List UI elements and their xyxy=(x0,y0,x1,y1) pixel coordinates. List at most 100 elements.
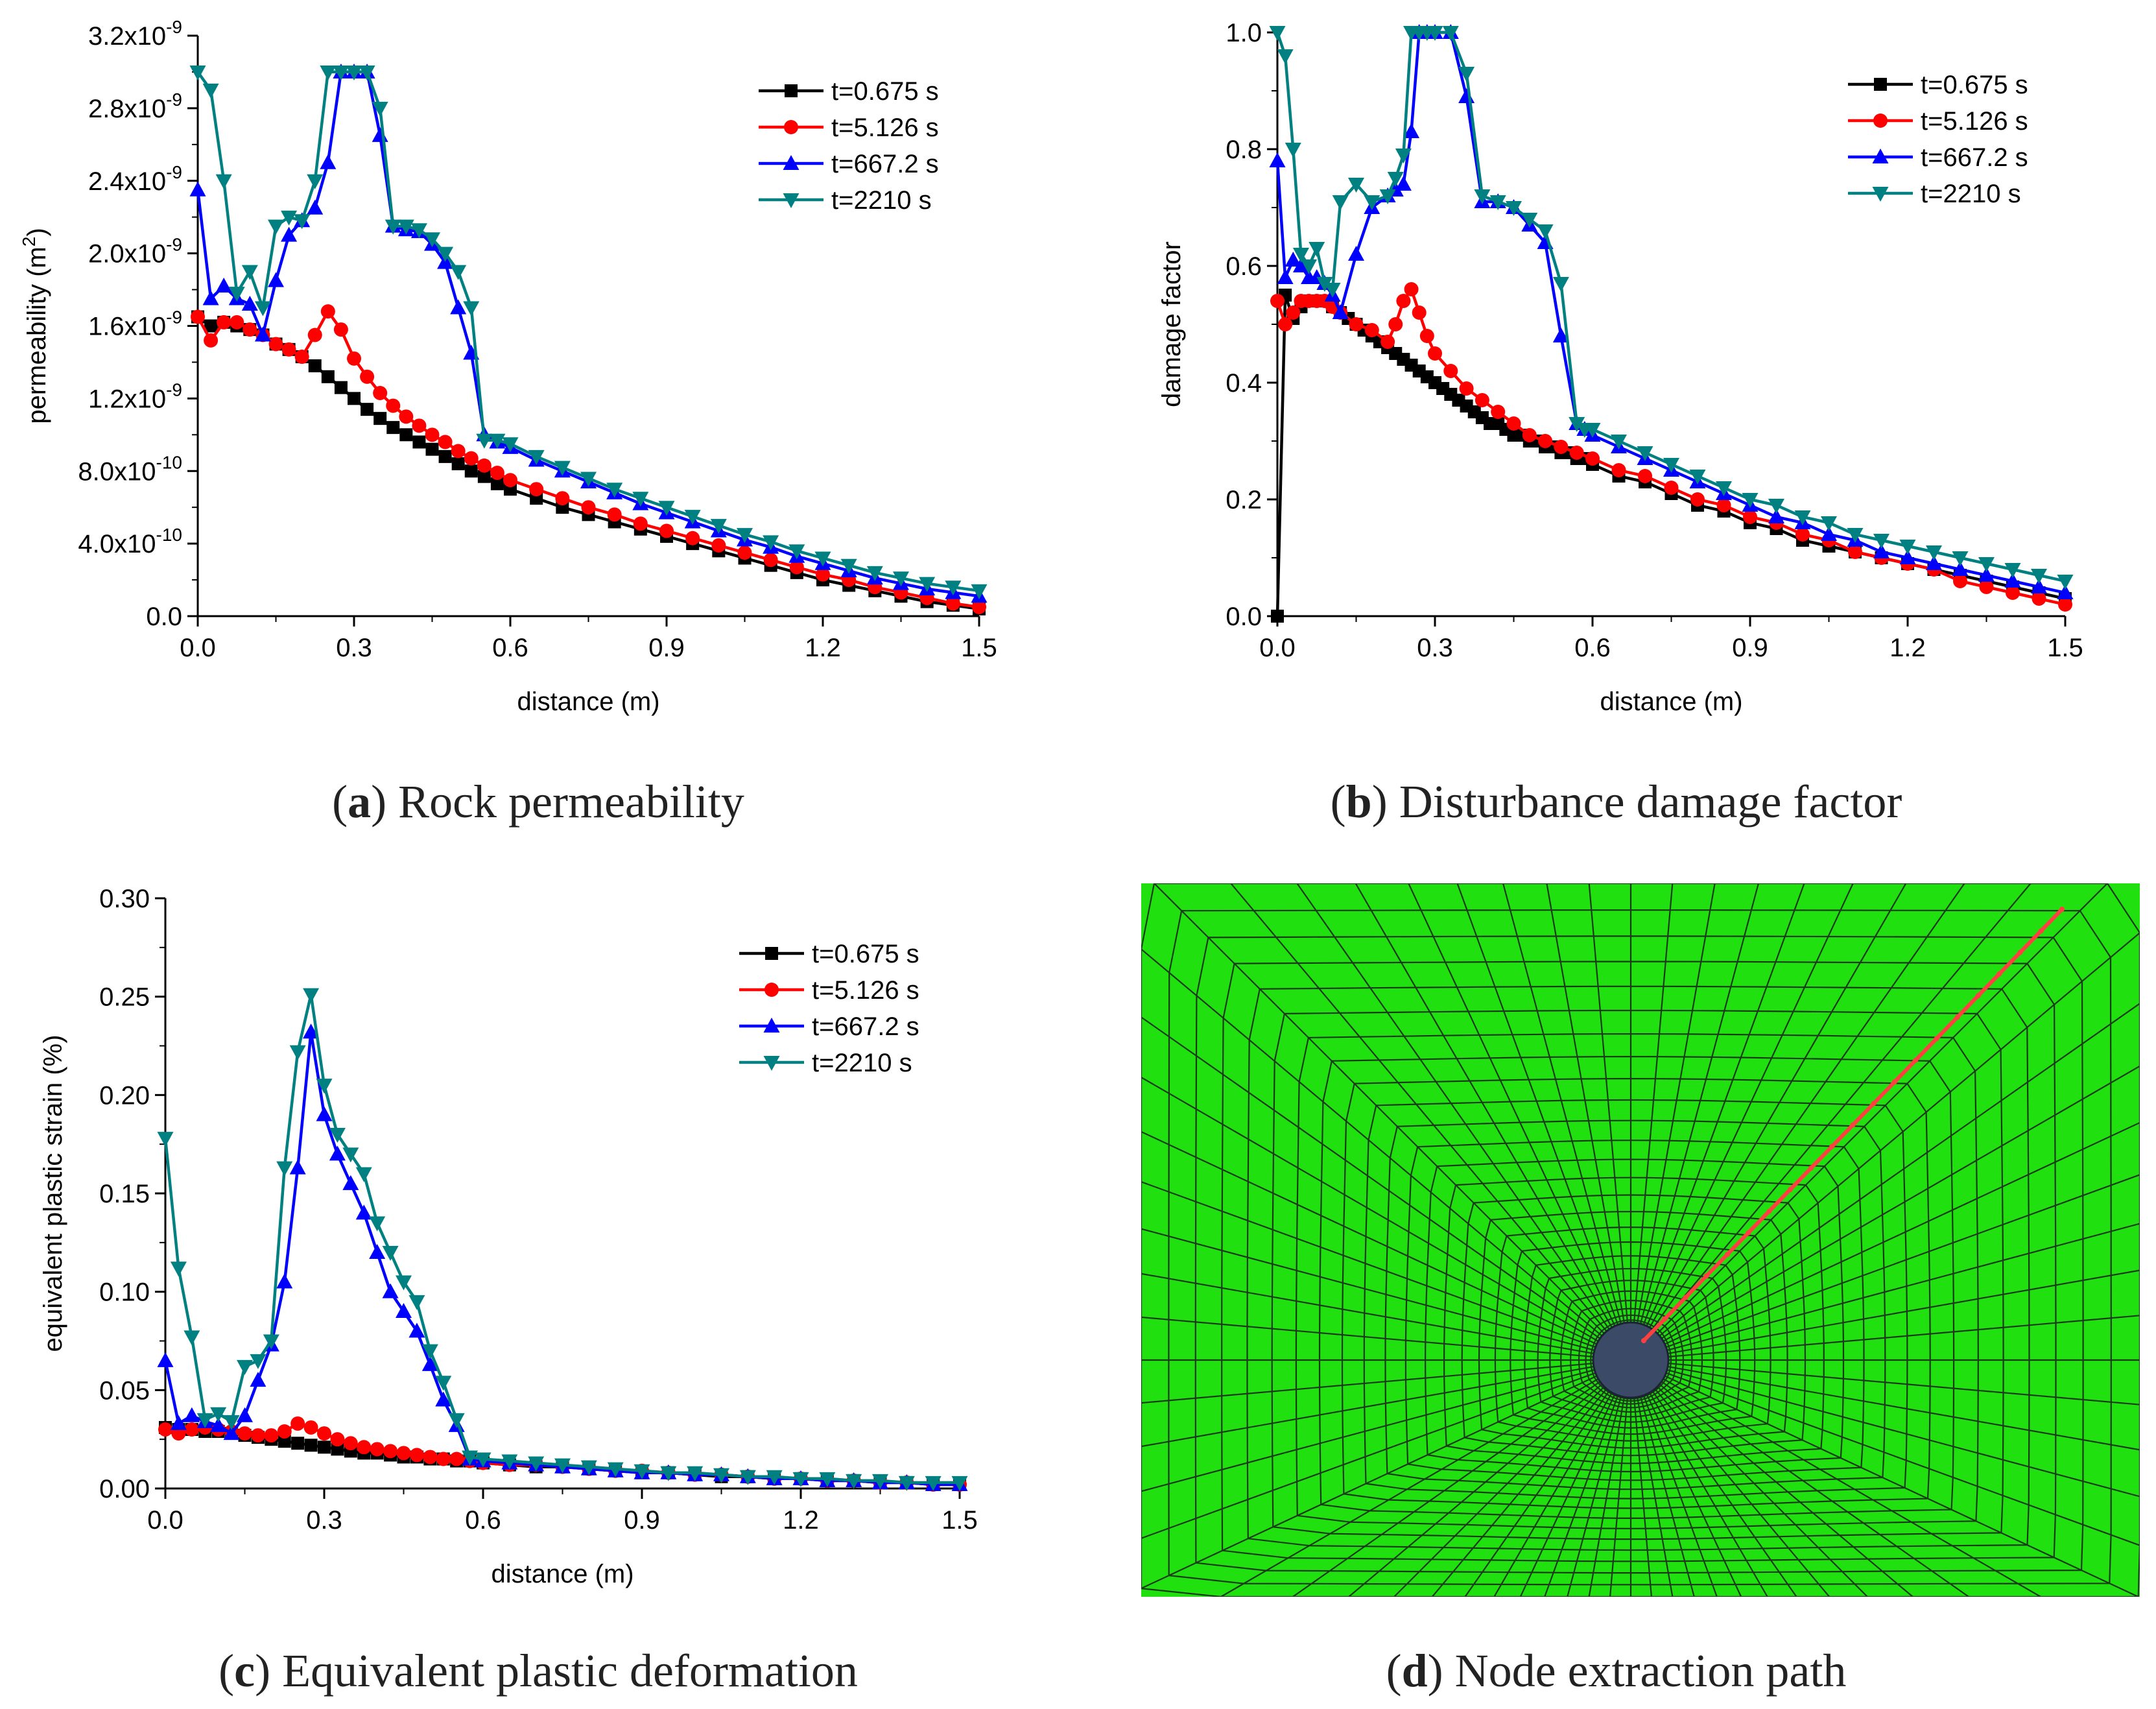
x-axis-label: distance (m) xyxy=(491,1560,634,1588)
mesh-ring xyxy=(1549,1280,1714,1418)
data-point xyxy=(289,1159,306,1175)
mesh-radial-line xyxy=(1639,1396,1695,1597)
data-point xyxy=(1388,317,1403,331)
mesh-radial-line xyxy=(1546,883,1626,1324)
y-tick-label: 0.30 xyxy=(99,885,150,913)
data-point xyxy=(893,571,909,587)
data-point xyxy=(307,174,324,189)
y-axis-label: equivalent plastic strain (%) xyxy=(39,1034,67,1352)
mesh-ring xyxy=(1578,1308,1685,1405)
data-point xyxy=(739,1470,756,1485)
data-point xyxy=(184,1422,199,1437)
mesh-radial-line xyxy=(1464,1390,1610,1597)
data-point xyxy=(1952,551,1969,566)
data-point xyxy=(386,398,401,413)
data-point xyxy=(528,1456,545,1472)
data-point xyxy=(713,1468,729,1483)
data-point xyxy=(189,181,206,197)
data-point xyxy=(1506,201,1522,216)
mesh-ring xyxy=(1295,1033,1979,1529)
data-point xyxy=(607,507,622,522)
data-point xyxy=(1743,510,1757,524)
data-point xyxy=(737,545,752,560)
extraction-node xyxy=(2059,907,2065,912)
mesh-ring xyxy=(1424,1158,1845,1473)
mesh-radial-line xyxy=(1141,1016,1601,1339)
data-point xyxy=(184,1407,200,1422)
data-point xyxy=(230,315,244,329)
mesh-grid xyxy=(1140,882,2141,1598)
data-point xyxy=(316,1079,333,1094)
data-point xyxy=(436,1452,451,1466)
data-point xyxy=(840,558,857,574)
mesh-radial-line xyxy=(1431,1388,1607,1597)
data-point xyxy=(372,126,388,142)
x-tick-label: 0.0 xyxy=(147,1506,184,1535)
data-point xyxy=(685,531,700,545)
data-point xyxy=(788,544,805,560)
mesh-ring xyxy=(1168,909,2112,1586)
data-point xyxy=(580,1460,597,1476)
caption-c: (c) Equivalent plastic deformation xyxy=(219,1645,858,1697)
data-point xyxy=(421,1356,438,1371)
caption-a-letter: a xyxy=(348,776,372,828)
data-point xyxy=(189,65,206,80)
data-point xyxy=(396,1303,412,1318)
caption-c-text: Equivalent plastic deformation xyxy=(282,1645,858,1697)
data-point xyxy=(294,214,311,230)
legend-label: t=0.675 s xyxy=(831,77,939,106)
mesh-ring xyxy=(1461,1194,1807,1457)
data-point xyxy=(463,301,480,317)
data-point xyxy=(317,1426,331,1441)
data-point xyxy=(423,1450,438,1464)
y-tick-label: 0.2 xyxy=(1226,486,1262,514)
data-point xyxy=(1552,328,1569,342)
caption-a-text: Rock permeability xyxy=(398,776,744,828)
data-point xyxy=(373,385,388,400)
y-tick-label: 1.0 xyxy=(1226,19,1262,47)
x-tick-label: 1.2 xyxy=(1889,634,1926,662)
data-point xyxy=(250,1372,267,1387)
data-point xyxy=(477,470,491,483)
data-point xyxy=(329,1145,346,1161)
mesh-radial-line xyxy=(1666,1372,2140,1546)
y-axis-label: damage factor xyxy=(1157,241,1186,407)
data-point xyxy=(580,472,597,487)
mesh-radial-line xyxy=(1567,1396,1622,1597)
data-point xyxy=(475,1452,492,1468)
extraction-node xyxy=(1683,1295,1688,1300)
data-point xyxy=(276,1273,293,1289)
data-point xyxy=(435,1376,452,1391)
data-point xyxy=(385,219,401,235)
damage-factor-chart: 0.0 0.3 0.6 0.9 1.2 1.5 0.0 0.2 0.4 0.6 0.8 1.0 dist… xyxy=(1157,19,2083,716)
mesh-radial-line xyxy=(1649,1392,1768,1597)
y-tick-label: 0.8 xyxy=(1226,136,1262,164)
data-point xyxy=(157,1352,174,1367)
legend-label: t=667.2 s xyxy=(831,150,939,178)
data-point xyxy=(331,1442,344,1456)
mesh-radial-line xyxy=(1657,883,2108,1334)
data-point xyxy=(281,342,296,357)
data-point xyxy=(2004,563,2021,578)
x-tick-label: 1.5 xyxy=(2047,634,2083,662)
data-point xyxy=(451,444,466,459)
data-point xyxy=(1285,143,1301,158)
data-point xyxy=(501,1454,518,1470)
mesh-image xyxy=(1140,882,2141,1598)
legend-marker xyxy=(1872,149,1889,163)
caption-a: (a) Rock permeability xyxy=(332,776,744,828)
data-point xyxy=(409,1322,425,1338)
data-point xyxy=(1396,294,1411,308)
mesh-radial-line xyxy=(1663,1378,2041,1597)
y-tick-label: 0.00 xyxy=(99,1475,150,1503)
data-point xyxy=(307,199,324,215)
y-tick-label: 1.2x10-9 xyxy=(88,379,182,413)
data-point xyxy=(307,328,322,342)
data-point xyxy=(489,433,506,449)
data-point xyxy=(1522,428,1537,442)
data-point xyxy=(359,65,375,80)
x-tick-label: 0.3 xyxy=(306,1506,342,1535)
mesh-radial-line xyxy=(1141,1273,1594,1355)
data-point xyxy=(1301,259,1318,274)
legend-marker xyxy=(783,155,800,170)
